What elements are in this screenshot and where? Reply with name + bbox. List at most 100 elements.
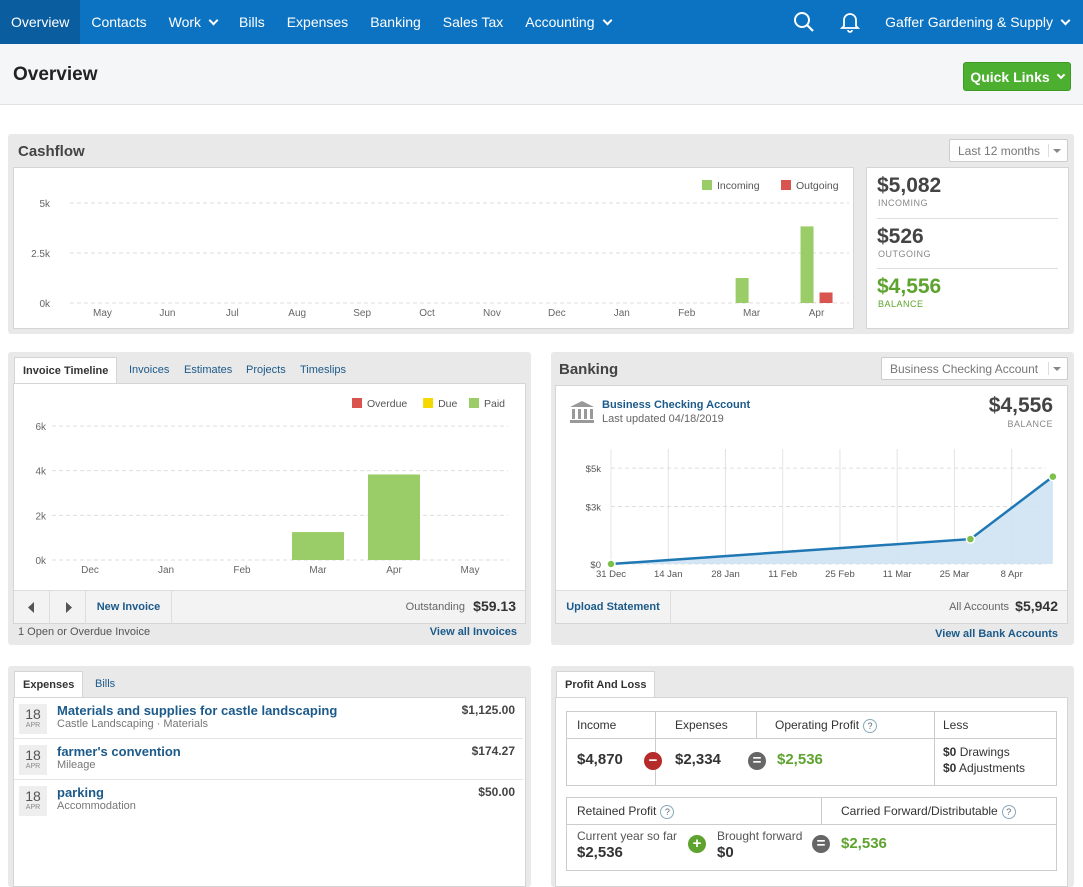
expense-date: 18 APR bbox=[19, 745, 47, 775]
x-tick-label: 25 Mar bbox=[940, 569, 970, 580]
incoming-amount: $5,082 bbox=[877, 174, 942, 197]
chevron-down-icon bbox=[602, 15, 612, 25]
upload-statement-button[interactable]: Upload Statement bbox=[556, 591, 671, 624]
x-tick-label: Feb bbox=[678, 308, 696, 319]
banking-panel: Banking Business Checking Account Busine… bbox=[551, 352, 1074, 645]
prev-arrow-icon[interactable] bbox=[14, 591, 50, 624]
cashflow-panel: Cashflow Last 12 months 0k 2.5k 5k May Jun Ju… bbox=[8, 134, 1074, 334]
tab-projects[interactable]: Projects bbox=[238, 357, 294, 383]
tab-timeslips[interactable]: Timeslips bbox=[292, 357, 354, 383]
tab-bills[interactable]: Bills bbox=[87, 671, 123, 697]
y-tick-label: $3k bbox=[586, 503, 602, 514]
cashflow-chart: 0k 2.5k 5k May Jun Jul Aug Sep Oct Nov Dec Jan Feb Ma… bbox=[31, 180, 849, 319]
tab-label: Timeslips bbox=[300, 364, 347, 376]
new-invoice-button[interactable]: New Invoice bbox=[86, 591, 172, 624]
cashflow-range-select[interactable]: Last 12 months bbox=[949, 139, 1068, 162]
expense-title[interactable]: farmer's convention bbox=[57, 744, 181, 759]
tab-invoices[interactable]: Invoices bbox=[121, 357, 177, 383]
expense-row[interactable]: 18 APR parking Accommodation $50.00 bbox=[14, 780, 523, 821]
expense-title[interactable]: parking bbox=[57, 785, 104, 800]
expense-amount: $174.27 bbox=[471, 744, 515, 758]
help-icon[interactable]: ? bbox=[863, 718, 878, 733]
divider bbox=[877, 268, 1058, 269]
help-icon[interactable]: ? bbox=[1001, 804, 1016, 819]
chevron-down-icon bbox=[1056, 70, 1065, 79]
bank-account-name[interactable]: Business Checking Account bbox=[602, 399, 751, 411]
adjustments-label: Adjustments bbox=[959, 761, 1026, 775]
nav-banking[interactable]: Banking bbox=[359, 0, 432, 44]
y-tick-label: 6k bbox=[35, 422, 47, 433]
y-tick-label: 4k bbox=[35, 467, 47, 478]
carried-forward-header: Carried Forward/Distributable? bbox=[841, 804, 1016, 819]
page-header: Overview Quick Links bbox=[0, 44, 1083, 105]
help-icon[interactable]: ? bbox=[660, 804, 675, 819]
search-icon[interactable] bbox=[782, 0, 826, 44]
nav-contacts[interactable]: Contacts bbox=[80, 0, 157, 44]
nav-overview[interactable]: Overview bbox=[0, 0, 81, 44]
y-tick-label: 5k bbox=[39, 199, 51, 210]
company-switcher[interactable]: Gaffer Gardening & Supply bbox=[874, 0, 1083, 44]
bank-account-select[interactable]: Business Checking Account bbox=[881, 357, 1068, 380]
quick-links-button[interactable]: Quick Links bbox=[963, 62, 1071, 91]
operating-profit-value: $2,536 bbox=[777, 751, 823, 768]
nav-work[interactable]: Work bbox=[158, 0, 228, 44]
x-tick-label: Dec bbox=[81, 565, 99, 576]
view-all-invoices-link[interactable]: View all Invoices bbox=[429, 626, 517, 638]
y-tick-label: 2k bbox=[35, 511, 47, 522]
bar-incoming bbox=[800, 226, 814, 303]
bank-account-select-value: Business Checking Account bbox=[890, 361, 1039, 376]
tab-profit-and-loss[interactable]: Profit And Loss bbox=[556, 671, 656, 697]
nav-banking-label: Banking bbox=[370, 14, 421, 30]
tab-label: Invoices bbox=[129, 364, 170, 376]
expense-row[interactable]: 18 APR farmer's convention Mileage $174.2… bbox=[14, 739, 523, 780]
y-tick-label: 2.5k bbox=[31, 249, 51, 260]
outstanding-amount: $59.13 bbox=[473, 598, 516, 614]
equals-icon: = bbox=[812, 835, 830, 853]
expense-title[interactable]: Materials and supplies for castle landsc… bbox=[57, 703, 338, 718]
x-tick-label: 11 Mar bbox=[883, 569, 912, 580]
balance-point bbox=[965, 534, 976, 544]
x-tick-label: 14 Jan bbox=[654, 569, 683, 580]
expense-subtitle: Castle Landscaping · Materials bbox=[57, 718, 209, 730]
all-accounts-label: All Accounts bbox=[949, 601, 1009, 613]
x-tick-label: 8 Apr bbox=[1001, 569, 1023, 580]
x-tick-label: Mar bbox=[309, 565, 327, 576]
plus-icon: + bbox=[688, 835, 706, 853]
expense-month: APR bbox=[25, 722, 41, 729]
view-all-bank-accounts-link[interactable]: View all Bank Accounts bbox=[935, 628, 1058, 640]
legend-label: Incoming bbox=[717, 180, 760, 192]
nav-accounting[interactable]: Accounting bbox=[514, 0, 621, 44]
retained-profit-table: Retained Profit? Carried Forward/Distrib… bbox=[566, 797, 1057, 871]
incoming-label: INCOMING bbox=[878, 198, 928, 208]
bar-paid bbox=[368, 474, 420, 560]
y-tick-label: $0 bbox=[590, 560, 601, 571]
invoice-panel: Invoice Timeline Invoices Estimates Proj… bbox=[8, 352, 531, 645]
x-tick-label: 25 Feb bbox=[825, 569, 855, 580]
next-arrow-icon[interactable] bbox=[50, 591, 86, 624]
nav-bills[interactable]: Bills bbox=[228, 0, 276, 44]
tab-label: Profit And Loss bbox=[565, 678, 647, 691]
expense-subtitle: Mileage bbox=[57, 759, 96, 771]
chevron-down-icon bbox=[1060, 15, 1071, 25]
nav-sales-tax[interactable]: Sales Tax bbox=[432, 0, 514, 44]
invoice-footer: New Invoice Outstanding $59.13 bbox=[14, 590, 525, 624]
x-tick-label: Jan bbox=[158, 565, 174, 576]
tab-expenses[interactable]: Expenses bbox=[14, 671, 84, 697]
tab-label: Bills bbox=[95, 678, 116, 690]
caret-down-icon bbox=[1053, 148, 1061, 153]
nav-expenses[interactable]: Expenses bbox=[276, 0, 359, 44]
nav-overview-label: Overview bbox=[11, 14, 70, 30]
expense-amount: $50.00 bbox=[478, 785, 515, 799]
x-tick-label: 31 Dec bbox=[596, 569, 626, 580]
expense-row[interactable]: 18 APR Materials and supplies for castle … bbox=[14, 698, 523, 739]
tab-estimates[interactable]: Estimates bbox=[176, 357, 240, 383]
tab-invoice-timeline[interactable]: Invoice Timeline bbox=[14, 357, 118, 383]
nav-bills-label: Bills bbox=[239, 14, 265, 30]
cashflow-title: Cashflow bbox=[18, 143, 85, 160]
bell-icon[interactable] bbox=[826, 0, 874, 44]
income-header: Income bbox=[577, 718, 617, 732]
legend-swatch bbox=[423, 398, 434, 408]
x-tick-label: May bbox=[461, 565, 480, 576]
invoice-chart-box: 0k 2k 4k 6k Dec Jan Feb Mar Apr May Overdue Due Paid… bbox=[13, 383, 526, 624]
operating-profit-header: Operating Profit? bbox=[775, 718, 878, 733]
